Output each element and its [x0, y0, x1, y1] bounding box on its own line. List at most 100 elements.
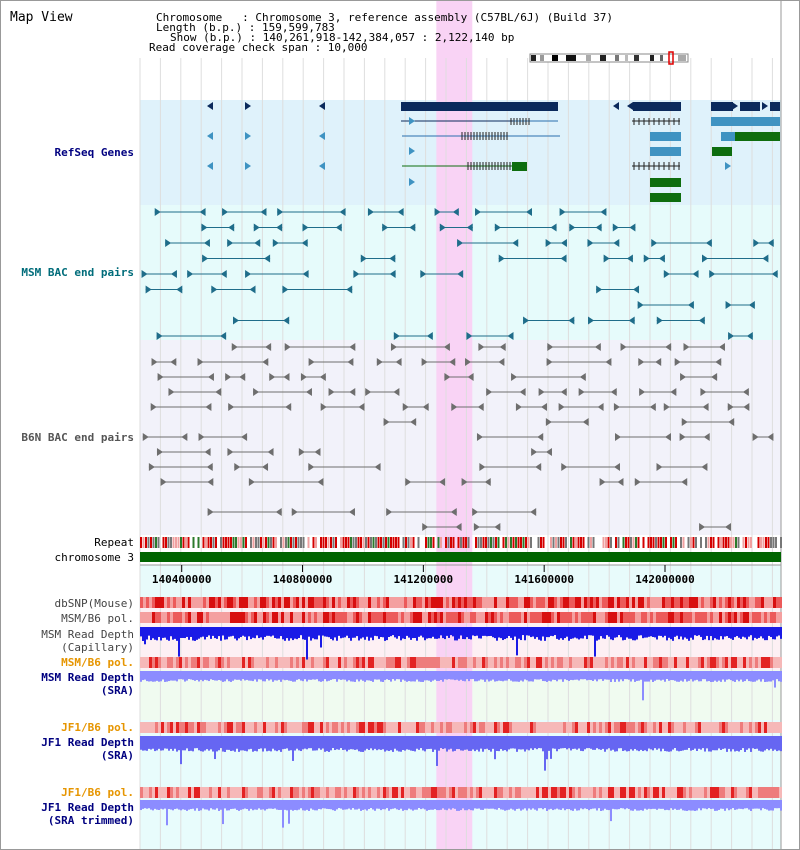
depth-bar	[748, 627, 750, 637]
depth-bar	[380, 671, 382, 682]
repeat-mark	[155, 537, 157, 548]
msm-bac-pair	[498, 254, 567, 263]
depth-bar	[648, 800, 650, 809]
heat-cell	[302, 612, 305, 623]
repeat-mark	[692, 537, 695, 548]
depth-bar	[496, 736, 498, 751]
depth-bar	[466, 736, 468, 750]
depth-bar	[498, 627, 500, 638]
pair-end	[633, 285, 640, 294]
pair-end	[681, 418, 688, 426]
heat-cell	[500, 657, 503, 668]
heat-cell	[707, 597, 710, 608]
depth-bar	[432, 736, 434, 752]
depth-bar	[350, 736, 352, 750]
repeat-mark	[562, 537, 565, 548]
depth-bar	[712, 627, 714, 641]
depth-bar	[704, 736, 706, 752]
depth-bar	[530, 627, 532, 638]
depth-bar	[222, 627, 224, 636]
heat-cell	[269, 657, 272, 668]
depth-bar	[504, 736, 506, 751]
depth-bar	[598, 736, 600, 750]
heat-cell	[224, 722, 227, 733]
depth-bar	[166, 800, 168, 826]
depth-bar	[736, 800, 738, 810]
heat-cell	[602, 722, 605, 733]
depth-bar	[420, 800, 422, 810]
depth-bar	[350, 800, 352, 810]
pair-end	[253, 223, 260, 232]
depth-bar	[146, 627, 148, 640]
heat-cell	[230, 722, 233, 733]
depth-bar	[322, 627, 324, 636]
pair-end	[679, 433, 686, 441]
depth-bar	[176, 671, 178, 682]
depth-bar	[342, 671, 344, 680]
heat-cell	[197, 657, 200, 668]
heat-cell	[449, 657, 452, 668]
b6n-bac-pair	[451, 403, 484, 411]
heat-cell	[302, 657, 305, 668]
heat-cell	[464, 597, 467, 608]
heat-cell	[287, 612, 290, 623]
depth-bar	[392, 627, 394, 636]
heat-cell	[212, 597, 215, 608]
depth-bar	[178, 736, 180, 751]
heat-cell	[362, 722, 365, 733]
depth-bar	[440, 800, 442, 810]
heat-cell	[779, 597, 782, 608]
heat-cell	[764, 722, 767, 733]
depth-bar	[282, 671, 284, 680]
heat-cell	[386, 597, 389, 608]
depth-bar	[270, 800, 272, 809]
depth-bar	[504, 671, 506, 681]
heat-cell	[650, 597, 653, 608]
depth-bar	[260, 671, 262, 680]
heat-cell	[689, 787, 692, 798]
heat-cell	[218, 722, 221, 733]
depth-bar	[490, 627, 492, 636]
heat-cell	[557, 657, 560, 668]
heat-cell	[632, 612, 635, 623]
heat-cell	[266, 612, 269, 623]
depth-bar	[708, 736, 710, 752]
heat-cell	[347, 657, 350, 668]
depth-bar	[250, 627, 252, 640]
depth-bar	[632, 627, 634, 641]
jf1-pol-strip-2	[140, 787, 782, 798]
depth-bar	[314, 627, 316, 640]
depth-bar	[480, 800, 482, 810]
depth-bar	[184, 671, 186, 682]
heat-cell	[257, 612, 260, 623]
pair-end	[207, 508, 214, 516]
depth-bar	[412, 671, 414, 682]
depth-bar	[634, 800, 636, 810]
repeat-mark	[275, 537, 277, 548]
depth-bar	[168, 671, 170, 682]
heat-cell	[443, 597, 446, 608]
depth-bar	[654, 800, 656, 809]
heat-cell	[221, 657, 224, 668]
depth-bar	[754, 671, 756, 682]
depth-bar	[592, 627, 594, 636]
track-label-b6n-bac: B6N BAC end pairs	[21, 431, 134, 444]
heat-cell	[332, 597, 335, 608]
depth-bar	[270, 671, 272, 680]
heat-cell	[425, 597, 428, 608]
pair-end	[302, 270, 309, 278]
heat-cell	[149, 787, 152, 798]
gene-arrow	[732, 102, 738, 110]
heat-cell	[434, 612, 437, 623]
depth-bar	[768, 671, 770, 682]
depth-bar	[548, 800, 550, 810]
heat-cell	[629, 722, 632, 733]
repeat-mark	[557, 537, 560, 548]
heat-cell	[365, 612, 368, 623]
heat-cell	[179, 612, 182, 623]
heat-cell	[200, 657, 203, 668]
depth-bar	[352, 627, 354, 638]
depth-bar	[196, 800, 198, 809]
depth-bar	[668, 627, 670, 638]
heat-cell	[233, 657, 236, 668]
